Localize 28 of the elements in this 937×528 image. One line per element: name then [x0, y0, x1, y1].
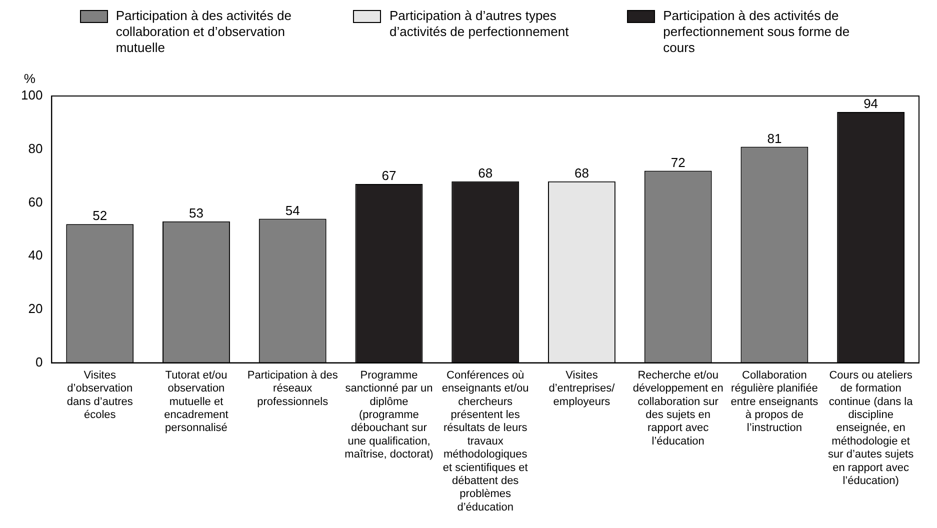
legend-label: Participation à des activités de perfectionnement sous forme de cours: [663, 8, 851, 56]
data-label: 68: [574, 165, 589, 180]
y-tick-label: 100: [20, 88, 43, 103]
x-tick-label: Programme sanctionné par un diplôme (programme débouchant sur une qualification, maîtrise, doctorat): [344, 369, 434, 461]
y-tick-label: 20: [28, 301, 43, 316]
legend-label: Participation à d’autres types d’activités de perfectionnement: [389, 8, 570, 40]
data-label: 72: [670, 154, 686, 170]
x-tick-label: Collaboration régulière planifiée entre enseignants à propos de l’instruction: [730, 369, 819, 434]
data-label: 68: [478, 165, 493, 180]
x-tick-label: Participation à des réseaux professionnels: [247, 369, 338, 408]
x-tick-label: Visites d’entreprises/ employeurs: [548, 369, 616, 408]
y-tick-label: 60: [28, 194, 43, 210]
y-tick-label: 80: [28, 140, 43, 156]
data-label: 67: [382, 168, 396, 184]
x-tick-label: Tutorat et/ou observation mutuelle et encadrement personnalisé: [164, 369, 228, 434]
legend-label: Participation à des activités de collaboration et d’observation mutuelle: [116, 8, 292, 56]
y-tick-label: 0: [35, 354, 43, 370]
x-tick-label: Recherche et/ou développement en collaboration sur des sujets en rapport avec l’éducation: [632, 369, 724, 448]
y-tick-label: 40: [28, 248, 43, 263]
data-label: 52: [92, 208, 108, 224]
data-label: 53: [189, 205, 204, 220]
category-label: Conférences où enseignants et/ou chercheurs présentent les résultats de leurs travaux méthodologiques et scientifiques et débattent des problèmes d’éducation: [442, 369, 529, 514]
y-axis-title: %: [24, 71, 36, 86]
category-label: Cours ou ateliers de formation continue (dans la discipline enseignée, en méthodologie et sur d’autes sujets en rapport avec l’éducation): [828, 369, 914, 488]
data-label: 54: [285, 202, 300, 218]
x-tick-label: Visites d’observation dans d’autres écoles: [66, 369, 134, 422]
data-label: 81: [767, 130, 782, 146]
data-label: 94: [864, 96, 878, 112]
